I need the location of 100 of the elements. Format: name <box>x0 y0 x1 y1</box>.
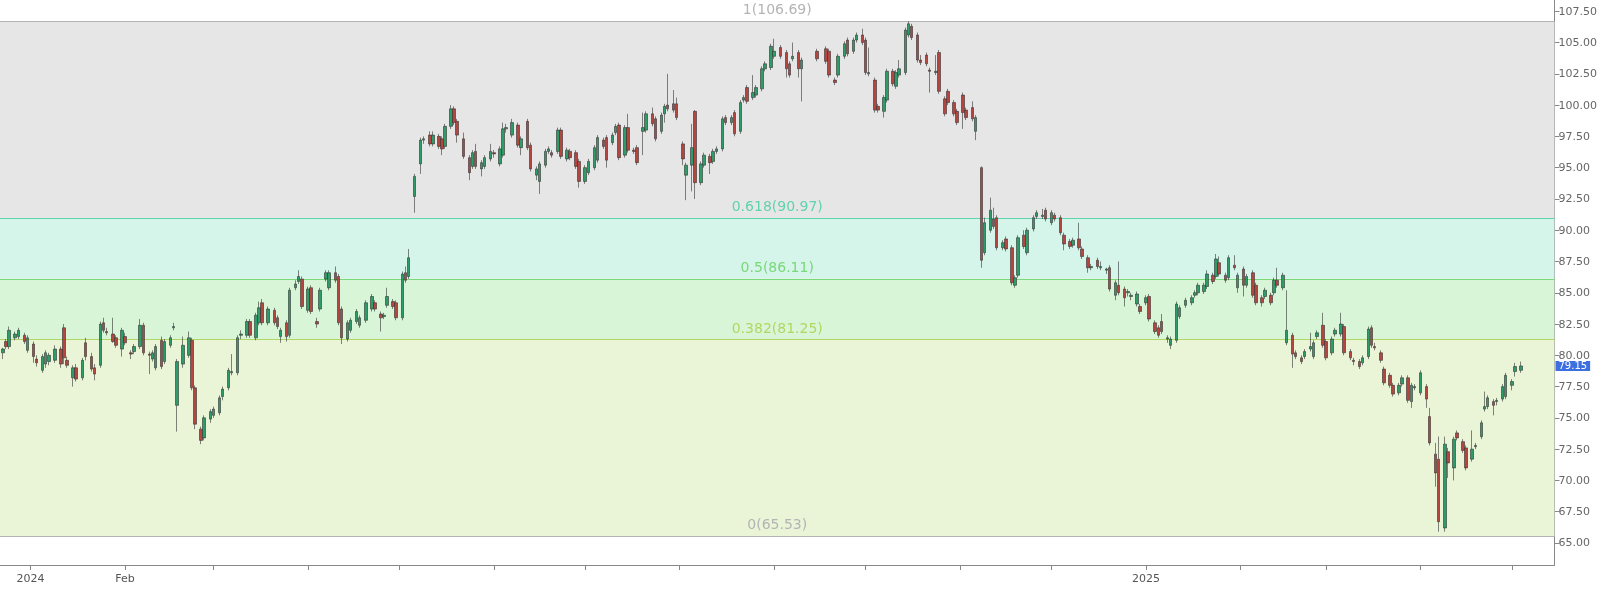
candlestick <box>1352 357 1355 366</box>
candlestick <box>1291 332 1294 369</box>
candlestick <box>1190 294 1194 306</box>
candlestick <box>1480 420 1483 440</box>
candlestick <box>1470 430 1474 462</box>
candlestick <box>175 358 179 432</box>
candlestick <box>288 287 291 339</box>
x-tick-label: 2024 <box>16 572 45 585</box>
candlestick <box>928 67 931 93</box>
candlestick <box>169 335 172 349</box>
candlestick <box>1333 327 1337 337</box>
y-tick-label: 87.50 <box>1558 254 1591 268</box>
candlestick <box>733 109 736 137</box>
candlestick <box>71 365 75 387</box>
candlestick <box>1358 358 1361 370</box>
candlestick <box>413 173 416 213</box>
candlestick <box>431 131 435 147</box>
candlestick <box>279 327 282 344</box>
candlestick <box>273 307 276 326</box>
candlestick <box>306 286 310 314</box>
candlestick <box>1330 336 1334 356</box>
candlestick <box>53 345 57 364</box>
ref-line-label: 1(106.69) <box>742 1 812 18</box>
candlestick <box>385 287 389 309</box>
candlestick <box>852 37 855 55</box>
candlestick <box>745 84 749 105</box>
candlestick <box>1504 372 1507 400</box>
candlestick <box>489 143 492 162</box>
candlestick <box>1236 272 1239 294</box>
candlestick <box>1349 348 1352 361</box>
candlestick <box>327 269 331 291</box>
candlestick <box>1361 355 1364 366</box>
candlestick <box>32 341 35 364</box>
candlestick <box>212 406 215 419</box>
candlestick <box>1129 292 1133 301</box>
candlestick <box>148 351 151 375</box>
candlestick <box>142 322 145 356</box>
candlestick <box>449 104 453 130</box>
candlestick <box>1242 266 1245 297</box>
candlestick <box>568 148 572 161</box>
candlestick <box>815 48 819 62</box>
candlestick <box>1519 361 1523 374</box>
candlestick <box>355 308 358 325</box>
candlestick <box>565 147 569 162</box>
y-tick-label: 102.50 <box>1558 67 1598 81</box>
candlestick <box>81 357 84 381</box>
candlestick <box>1443 436 1447 533</box>
candlestick <box>1269 292 1273 306</box>
candlestick <box>556 127 560 155</box>
candlestick <box>172 322 175 331</box>
y-tick-label: 92.50 <box>1558 192 1591 206</box>
candlestick <box>1217 256 1221 277</box>
candlestick <box>62 323 66 365</box>
candlestick <box>1227 254 1230 281</box>
candlestick <box>1153 319 1157 335</box>
candlestick <box>1010 244 1014 286</box>
candlestick <box>1406 375 1410 404</box>
candlestick <box>916 32 919 63</box>
x-tick-label: Feb <box>115 572 135 585</box>
candlestick <box>245 318 249 339</box>
candlestick <box>538 161 541 195</box>
candlestick <box>132 343 136 355</box>
candlestick <box>1303 348 1306 360</box>
candlestick <box>318 287 322 312</box>
candlestick <box>635 144 639 166</box>
y-tick-label: 65.00 <box>1558 536 1591 550</box>
candlestick <box>1492 398 1495 416</box>
candlestick <box>1428 407 1431 446</box>
x-tick-label: 2025 <box>1132 572 1161 585</box>
candlestick <box>260 298 264 326</box>
candlestick <box>468 154 471 181</box>
candlestick <box>1044 207 1047 222</box>
candlestick <box>617 122 621 161</box>
candlestick <box>266 306 270 326</box>
text: 79.15 <box>1558 360 1588 372</box>
candlestick <box>1032 214 1035 232</box>
candlestick <box>1281 272 1285 291</box>
candlestick <box>1175 301 1178 344</box>
candlestick <box>1147 293 1151 322</box>
candlestick <box>693 109 697 200</box>
candlestick <box>1041 208 1044 220</box>
candlestick <box>209 408 212 424</box>
candlestick <box>1096 257 1099 270</box>
candlestick <box>751 74 755 101</box>
candlestick <box>47 352 51 366</box>
candlestick <box>1285 289 1288 346</box>
candlestick <box>989 197 992 234</box>
candlestick <box>394 299 398 321</box>
ref-line-label: 0.382(81.25) <box>731 319 823 336</box>
candlestick <box>7 326 11 350</box>
candlestick <box>370 293 374 312</box>
candlestick <box>1379 350 1383 364</box>
candlestick <box>428 131 432 147</box>
candlestick <box>1169 336 1172 350</box>
candlestick <box>1510 378 1514 391</box>
candlestick <box>480 159 483 177</box>
candlestick <box>1315 329 1319 340</box>
candlestick <box>550 149 553 158</box>
y-tick-label: 82.50 <box>1558 317 1591 331</box>
candlestick <box>1233 254 1236 271</box>
